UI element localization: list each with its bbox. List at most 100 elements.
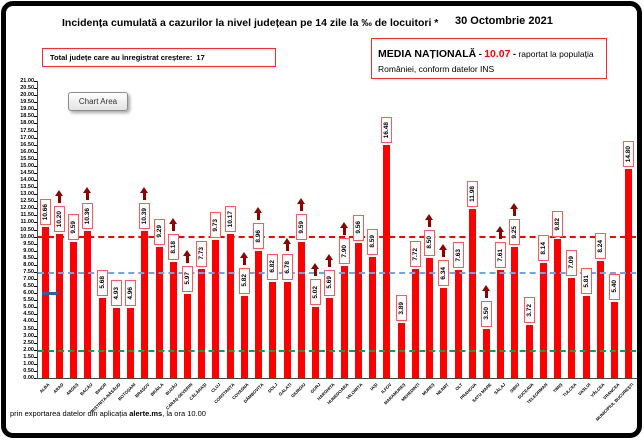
bar-satu-mare <box>482 328 490 378</box>
y-tick-mark <box>34 109 37 111</box>
y-tick-label: 16.50 <box>20 141 34 148</box>
bar-sălaj <box>497 270 505 378</box>
y-tick-mark <box>34 116 37 118</box>
bar-slot: 9.56 <box>351 81 365 378</box>
bar-slot: 5.68 <box>95 81 109 378</box>
y-tick-label: 9.00 <box>23 247 34 254</box>
bar-value-label: 10.20 <box>55 210 63 227</box>
reference-line-prag-scazut <box>38 349 636 352</box>
bar-slot: 7.72 <box>408 81 422 378</box>
bar-slot: 8.18 <box>166 81 180 378</box>
bar-value-label: 7.90 <box>340 244 348 258</box>
bar-value-box: 7.63 <box>452 242 464 269</box>
bar-tulcea <box>568 277 576 378</box>
bar-value-label: 11.98 <box>468 185 476 202</box>
y-tick-label: 5.50 <box>23 297 34 304</box>
y-tick-mark <box>34 264 37 266</box>
y-tick-mark <box>34 314 37 316</box>
y-tick-mark <box>34 222 37 224</box>
bar-călărași <box>198 268 206 378</box>
increase-arrow-icon <box>339 222 349 236</box>
y-tick-label: 15.50 <box>20 155 34 162</box>
report-date: 30 Octombrie 2021 <box>455 15 553 27</box>
reference-line-media-nationala <box>38 235 636 238</box>
bar-value-label: 5.68 <box>98 276 106 289</box>
bar-value-box: 6.34 <box>438 260 450 287</box>
y-tick-mark <box>34 165 37 167</box>
y-tick-mark <box>34 300 37 302</box>
bar-value-box: 10.17 <box>224 206 236 233</box>
bar-value-label: 9.29 <box>155 225 163 238</box>
y-tick-label: 13.50 <box>20 184 34 191</box>
y-tick-label: 1.50 <box>23 353 34 360</box>
y-tick-label: 12.50 <box>20 198 34 205</box>
y-tick-mark <box>34 257 37 259</box>
growth-counter-value: 17 <box>196 53 205 62</box>
y-tick-label: 18.50 <box>20 113 34 120</box>
bar-value-box: 5.97 <box>181 265 193 292</box>
y-tick-label: 4.00 <box>23 318 34 325</box>
y-tick-mark <box>34 271 37 273</box>
y-tick-mark <box>34 243 37 245</box>
bar-slot: 6.82 <box>266 81 280 378</box>
bar-value-box: 11.98 <box>466 180 478 207</box>
y-tick-mark <box>34 335 37 337</box>
bar-value-label: 6.82 <box>269 260 277 273</box>
bar-value-label: 5.69 <box>326 276 334 289</box>
national-average-label: MEDIA NAȚIONALĂ <box>378 48 477 60</box>
national-average-value: 10.07 <box>484 48 511 60</box>
bar-vrancea <box>611 301 619 378</box>
bar-value-label: 9.73 <box>212 219 220 232</box>
y-tick-label: 0.00 <box>23 375 34 381</box>
bar-slot: 10.39 <box>138 81 152 378</box>
y-tick-mark <box>34 201 37 203</box>
y-tick-label: 3.50 <box>23 325 34 332</box>
bar-value-box: 10.66 <box>39 199 51 226</box>
bar-value-label: 6.34 <box>440 267 448 280</box>
bar-slot: 4.96 <box>123 81 137 378</box>
y-tick-label: 5.00 <box>23 304 34 311</box>
bar-ilfov <box>383 144 391 378</box>
bar-slot: 7.61 <box>494 81 508 378</box>
bar-value-label: 8.59 <box>369 235 377 248</box>
bar-sibiu <box>511 247 519 378</box>
bar-value-label: 9.59 <box>297 221 305 234</box>
y-tick-mark <box>34 363 37 365</box>
bar-slot: 7.63 <box>451 81 465 378</box>
y-tick-mark <box>34 95 37 97</box>
bar-hunedoara <box>340 266 348 378</box>
bar-value-label: 3.72 <box>525 304 533 317</box>
bar-value-box: 5.68 <box>96 269 108 296</box>
bar-slot: 9.73 <box>209 81 223 378</box>
bar-prahova <box>468 208 476 378</box>
bar-value-label: 7.09 <box>568 256 576 270</box>
bar-value-label: 7.72 <box>411 247 419 261</box>
bar-value-box: 9.82 <box>552 211 564 238</box>
dash: - <box>510 49 519 59</box>
increase-arrow-icon <box>439 244 448 258</box>
y-tick-mark <box>34 137 37 139</box>
bar-value-label: 3.50 <box>482 307 490 320</box>
bar-value-box: 5.02 <box>310 279 322 306</box>
bar-slot: 10.66 <box>38 81 52 378</box>
bar-value-label: 5.81 <box>582 274 590 288</box>
bar-value-label: 5.40 <box>611 280 619 293</box>
bar-value-label: 5.97 <box>183 272 191 285</box>
increase-arrow-icon <box>510 203 519 217</box>
bar-slot: 5.82 <box>237 81 251 378</box>
increase-arrow-icon <box>282 238 292 252</box>
y-tick-label: 7.00 <box>23 276 34 282</box>
y-tick-mark <box>34 349 37 351</box>
y-tick-label: 12.00 <box>20 205 34 212</box>
increase-arrow-icon <box>83 187 92 201</box>
bar-value-box: 9.29 <box>153 218 165 245</box>
increase-arrow-icon <box>425 213 434 227</box>
y-tick-mark <box>34 215 37 217</box>
bar-bistrița-năsăud <box>112 308 120 378</box>
increase-arrow-icon <box>296 198 306 212</box>
bar-value-box: 8.59 <box>367 228 379 255</box>
bar-value-box: 9.73 <box>210 212 222 239</box>
bar-mureș <box>426 257 434 378</box>
bar-value-box: 8.24 <box>594 233 606 260</box>
y-tick-label: 16.00 <box>20 148 34 155</box>
